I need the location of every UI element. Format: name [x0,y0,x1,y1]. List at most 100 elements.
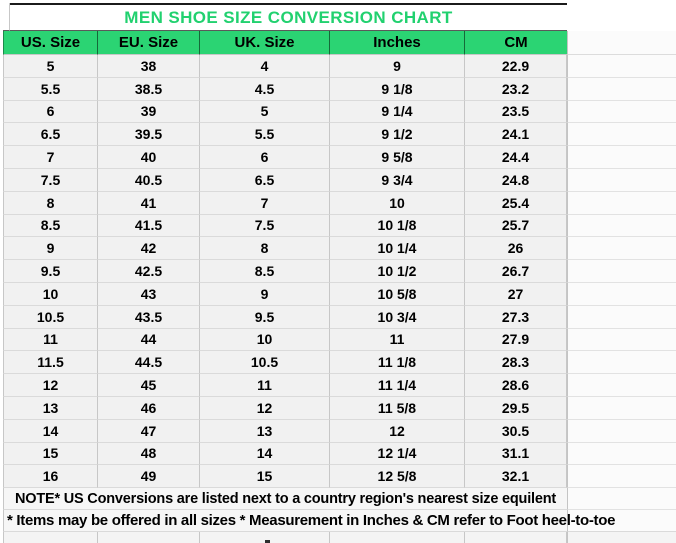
note-1-margin-cell [567,488,676,510]
table-cell [465,532,567,543]
table-cell: 6 [3,100,98,124]
table-cell: 16 [3,465,98,489]
table-cell: 48 [98,442,200,466]
table-row: 9 42 8 10 1/4 26 [0,237,676,261]
row-margin-cell [567,419,676,443]
row-margin-cell [567,100,676,124]
table-cell: 10 5/8 [330,282,465,306]
table-row: 12 45 11 11 1/4 28.6 [0,374,676,397]
table-row: 14 47 13 12 30.5 [0,419,676,443]
row-margin-cell [567,351,676,375]
row-margin-cell [567,328,676,352]
cutoff-text-fragment [265,540,270,543]
title-left-sliver-cell [3,3,10,31]
table-cell: 47 [98,419,200,443]
note-row-2: * Items may be offered in all sizes * Me… [0,510,676,532]
table-row: 8.5 41.5 7.5 10 1/8 25.7 [0,214,676,238]
note-2-background-cell [3,510,567,532]
table-cell: 12 5/8 [330,465,465,489]
table-cell [3,532,98,543]
table-cell: 12 1/4 [330,442,465,466]
table-cell: 31.1 [465,442,567,466]
table-cell: 39 [98,100,200,124]
table-cell: 11.5 [3,351,98,375]
table-cell [330,532,465,543]
table-cell: 15 [3,442,98,466]
table-cell: 5.5 [3,77,98,101]
table-cell: 10.5 [200,351,330,375]
table-cell: 24.8 [465,168,567,192]
table-cell: 10 1/2 [330,260,465,283]
table-cell: 41.5 [98,214,200,238]
table-cell: 12 [330,419,465,443]
table-cell: 11 [330,328,465,352]
table-row: 6 39 5 9 1/4 23.5 [0,100,676,124]
table-cell: 23.5 [465,100,567,124]
table-cell: 7 [200,191,330,215]
table-cell: 27 [465,282,567,306]
table-cell: 10 [3,282,98,306]
table-cell: 23.2 [465,77,567,101]
table-cell [200,532,330,543]
table-cell: 13 [200,419,330,443]
table-cell: 43.5 [98,305,200,329]
table-cell: 8 [3,191,98,215]
partial-bottom-row [0,532,676,543]
row-margin-cell [567,465,676,489]
table-cell: 12 [3,374,98,397]
table-cell: 32.1 [465,465,567,489]
table-cell: 38 [98,55,200,78]
table-cell: 5 [200,100,330,124]
table-row: 6.5 39.5 5.5 9 1/2 24.1 [0,123,676,147]
row-margin-cell [567,77,676,101]
chart-title-cell: MEN SHOE SIZE CONVERSION CHART [10,3,567,31]
row-margin-cell [567,214,676,238]
table-cell: 24.1 [465,123,567,147]
table-cell: 42.5 [98,260,200,283]
column-header-inches: Inches [330,31,465,55]
table-cell: 28.6 [465,374,567,397]
row-margin-cell [567,146,676,169]
table-cell: 8.5 [3,214,98,238]
table-cell: 39.5 [98,123,200,147]
table-row: 11.5 44.5 10.5 11 1/8 28.3 [0,351,676,375]
table-cell: 40.5 [98,168,200,192]
table-row: 13 46 12 11 5/8 29.5 [0,396,676,420]
table-cell: 25.7 [465,214,567,238]
table-cell: 9 5/8 [330,146,465,169]
table-cell: 9 [330,55,465,78]
table-cell: 15 [200,465,330,489]
table-cell: 41 [98,191,200,215]
table-row: 10 43 9 10 5/8 27 [0,282,676,306]
table-cell: 9 1/8 [330,77,465,101]
table-cell: 9 1/2 [330,123,465,147]
table-row: 7 40 6 9 5/8 24.4 [0,146,676,169]
row-margin-cell [567,260,676,283]
column-header-uk-size: UK. Size [200,31,330,55]
row-margin-cell [567,237,676,261]
row-margin-cell [567,442,676,466]
table-cell: 7 [3,146,98,169]
row-margin-cell [567,532,676,543]
table-row: 15 48 14 12 1/4 31.1 [0,442,676,466]
table-cell: 10 3/4 [330,305,465,329]
row-margin-cell [567,123,676,147]
header-row: US. Size EU. Size UK. Size Inches CM [0,31,676,55]
row-margin-cell [567,374,676,397]
table-row: 5 38 4 9 22.9 [0,55,676,78]
table-cell: 27.3 [465,305,567,329]
table-cell: 8.5 [200,260,330,283]
table-cell: 11 5/8 [330,396,465,420]
table-cell: 7.5 [200,214,330,238]
table-cell: 29.5 [465,396,567,420]
table-cell: 27.9 [465,328,567,352]
table-cell: 26.7 [465,260,567,283]
table-cell: 11 [3,328,98,352]
table-row: 7.5 40.5 6.5 9 3/4 24.8 [0,168,676,192]
table-cell: 10 1/8 [330,214,465,238]
table-cell: 26 [465,237,567,261]
table-cell: 46 [98,396,200,420]
table-cell: 7.5 [3,168,98,192]
table-cell: 9 1/4 [330,100,465,124]
table-cell: 4.5 [200,77,330,101]
